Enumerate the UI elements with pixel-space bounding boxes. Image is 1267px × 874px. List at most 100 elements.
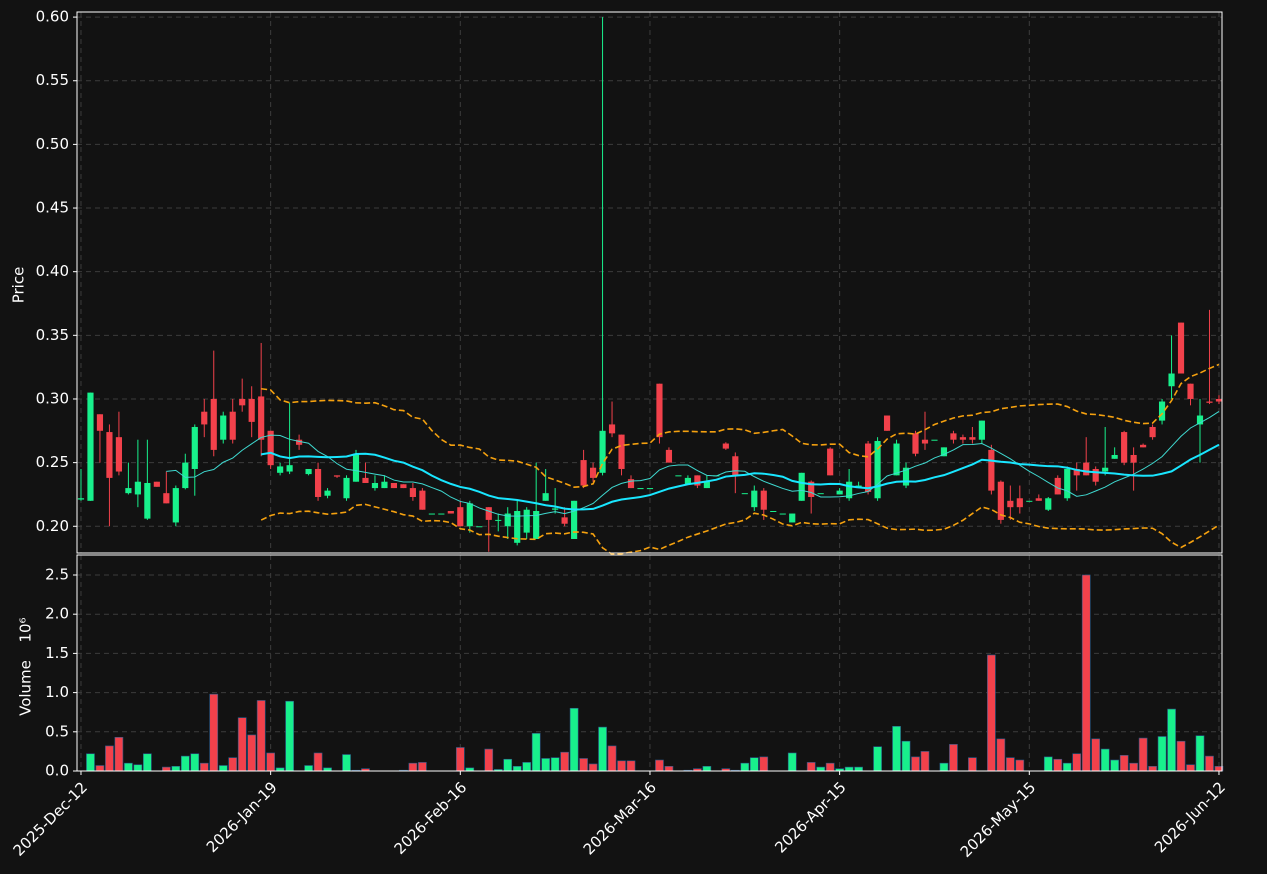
volume-bar [749,757,759,772]
candle-body [438,513,445,515]
volume-bar [342,754,351,772]
volume-bar [806,762,816,772]
y-tick-label: 0.55 [36,71,69,89]
candle-body [808,481,815,497]
volume-bar [626,760,636,772]
bollinger-band [261,363,1220,488]
volume-bar [1015,759,1025,772]
volume-bar [531,733,541,772]
volume-bar [418,762,427,772]
candle-body [87,392,94,501]
candle-body [542,493,549,501]
candle-body [997,481,1004,520]
volume-bar [162,766,171,772]
volume-bar [996,738,1006,772]
volume-bar [816,766,826,772]
moving-average [166,411,1220,517]
volume-bar [522,762,532,772]
candle-body [409,488,416,497]
candle-body [1064,468,1071,499]
y-tick-label: 0.50 [36,135,69,153]
volume-bar [598,726,607,772]
candle-body [182,462,189,489]
volume-bar [105,745,114,772]
volume-bar [266,752,275,772]
candle-body [694,475,701,486]
candle-body [571,500,578,539]
volume-bar [569,707,579,772]
candle-body [978,420,985,440]
volume-bar [1006,757,1015,772]
volume-bar [114,736,124,772]
candle-body [504,513,511,527]
candle-body [827,448,834,476]
candle-body [940,447,948,457]
candle-body [1083,462,1090,476]
candle-body [921,439,929,444]
candle-body [1206,401,1213,403]
candle-body [751,490,758,508]
candle-body [1102,467,1109,472]
candle-body [144,482,151,519]
volume-bar [228,757,238,772]
volume-bar [408,762,418,772]
candle-body [381,481,388,489]
candle-body [1026,500,1033,502]
candle-body [390,482,398,489]
candle-body [1187,383,1194,399]
candle-body [627,479,635,489]
volume-bar [655,759,664,772]
candle-body [684,477,691,485]
candle-body [1140,444,1147,448]
volume-bar [1053,758,1063,772]
candle-body [523,509,530,533]
candle-body [495,519,502,521]
candle-body [656,383,663,438]
volume-bar [759,756,769,772]
candle-body [836,490,843,495]
candle-body [229,411,236,440]
moving-average [260,443,1220,511]
volume-bar [911,756,920,772]
volume-bar [484,748,494,772]
candle-body [1035,498,1042,501]
candle-body [96,414,104,431]
candle-body [371,482,379,489]
candle-body [314,468,322,497]
volume-bar [607,745,617,772]
volume-bar [1119,755,1129,772]
volume-bar [579,758,588,772]
volume-bar [512,765,522,772]
candle-body [561,517,568,524]
volume-bar [180,755,190,772]
volume-bar [190,753,200,772]
candle-body [1007,500,1014,508]
candle-body [988,449,995,491]
volume-bar [939,762,949,772]
candle-body [703,481,710,489]
y-tick-label: 2.5 [45,565,69,583]
volume-bar [1081,574,1091,772]
volume-bar [95,765,105,772]
volume-bar [313,752,323,772]
volume-bar [503,758,513,772]
candle-body [210,398,217,450]
candle-body [514,510,521,543]
candle-body [646,488,654,490]
volume-bar [664,765,674,772]
candle-body [618,434,625,469]
candle-body [1111,454,1118,459]
volume-bar [124,762,133,772]
candle-body [865,443,872,492]
candle-body [883,415,891,431]
volume-bar [550,757,560,772]
volume-bar [825,762,835,772]
volume-bar [1157,736,1167,772]
candle-body [362,477,369,483]
volume-bar [588,763,598,772]
bollinger-band [260,503,1220,556]
volume-bar [844,766,854,772]
candle-body [1045,498,1052,510]
candle-body [134,481,141,495]
